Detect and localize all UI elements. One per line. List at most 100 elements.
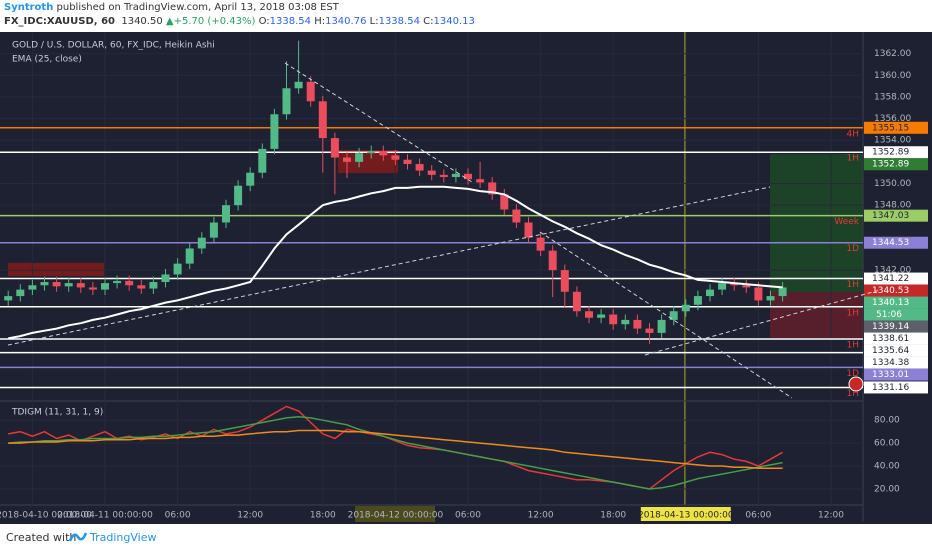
level-tag: 1D (846, 369, 859, 379)
x-tick-label: 12:00 (818, 511, 844, 521)
x-tick-label: 12:00 (237, 511, 263, 521)
price-label-box (864, 332, 928, 345)
x-tick-label: 2018-04-13 00:00:00 (638, 511, 734, 521)
candle-body (403, 159, 412, 165)
candle-body (355, 153, 364, 162)
price-label-box (864, 296, 928, 309)
price-label: 1355.15 (872, 123, 909, 133)
candle-body (754, 287, 763, 301)
y-tick-label: 1354.00 (874, 136, 911, 146)
y-tick-label: 60.00 (874, 439, 900, 449)
x-tick-label: 2018-04-12 00:00:00 (348, 511, 444, 521)
price-label-box (864, 368, 928, 381)
price-label: 1344.53 (872, 238, 909, 248)
candle-body (28, 285, 37, 290)
candle-body (185, 248, 194, 264)
last-price: 1340.50 (121, 16, 163, 27)
candle-body (524, 222, 533, 238)
candle-body (512, 209, 521, 223)
symbol: FX_IDC:XAUUSD, 60 (4, 16, 115, 27)
alert-badge[interactable] (848, 376, 864, 392)
price-label-box (864, 344, 928, 357)
candle-body (318, 101, 327, 139)
y-tick-label: 20.00 (874, 484, 900, 494)
trend-line (644, 289, 881, 356)
indicator-legend: TDIGM (11, 31, 1, 9) (11, 408, 103, 418)
level-tag: 1D (846, 244, 859, 254)
ohlc: O:1338.54 H:1340.76 L:1338.54 C:1340.13 (259, 16, 475, 27)
candle-body (125, 280, 134, 286)
x-tick-label: 06:00 (455, 511, 481, 521)
candle-body (16, 289, 25, 297)
price-label: 1335.64 (872, 346, 909, 356)
main-legend: GOLD / U.S. DOLLAR, 60, FX_IDC, Heikin A… (12, 41, 215, 51)
price-label-box (864, 146, 928, 159)
candle-body (693, 296, 702, 305)
candle-body (609, 314, 618, 325)
candle-body (64, 283, 73, 287)
publish-line: Syntroth published on TradingView.com, A… (4, 2, 339, 13)
candle-body (742, 285, 751, 288)
chart: 1362.00 1360.00 1358.00 1356.00 1354.00 1350.… (0, 32, 932, 524)
candle-body (197, 237, 206, 249)
published: published on TradingView.com, April 13, … (53, 2, 339, 13)
price-label-box (864, 356, 928, 369)
y-tick-label: 1360.00 (874, 71, 911, 81)
y-tick-label: 1356.00 (874, 114, 911, 124)
plot: 1362.00 1360.00 1358.00 1356.00 1354.00 1350.… (0, 32, 928, 521)
level-tag: 1H (847, 154, 860, 164)
ohlc-key: H: (314, 16, 326, 27)
candle-body (548, 250, 557, 271)
footer: Created with TradingView (0, 526, 932, 550)
candle-body (246, 172, 255, 186)
ohlc-value: 1338.54 (269, 16, 311, 27)
candle-body (40, 282, 49, 286)
candle-body (52, 282, 61, 287)
ema-legend: EMA (25, close) (12, 55, 82, 65)
ema-line (8, 185, 783, 340)
candle-body (766, 296, 775, 301)
candle-body (137, 285, 146, 289)
candle-body (113, 280, 122, 284)
candle-body (706, 289, 714, 297)
price-label: 1341.22 (872, 274, 909, 284)
author[interactable]: Syntroth (4, 2, 54, 13)
level-tag: 1H (847, 308, 860, 318)
candle-body (633, 319, 642, 329)
price-label: 1334.38 (872, 358, 909, 368)
trend-line (7, 186, 771, 346)
y-tick-label: 1358.00 (874, 92, 911, 102)
ohlc-key: O: (258, 16, 270, 27)
level-tag: 1H (847, 340, 860, 350)
candle-body (306, 81, 315, 102)
ohlc-key: L: (369, 16, 379, 27)
candle-body (536, 237, 545, 251)
candle-body (645, 328, 654, 333)
candle-body (585, 311, 593, 318)
candle-body (161, 274, 170, 283)
price-label-box (864, 236, 928, 249)
indicator-line (8, 429, 783, 470)
price-label-box (864, 381, 928, 394)
y-tick-label: 1342.00 (874, 266, 911, 276)
price-label: 1340.13 (872, 298, 909, 308)
candle-body (149, 282, 158, 289)
x-tick-label: 18:00 (310, 511, 336, 521)
level-tag: 4H (847, 129, 860, 139)
candle-body (343, 157, 351, 162)
candle-body (391, 155, 400, 160)
y-tick-label: 80.00 (874, 416, 900, 426)
brand[interactable]: TradingView (90, 531, 157, 544)
level-tag: 1H (847, 280, 860, 290)
x-tick-label: 2018-04-10 00:00:00 (0, 511, 92, 521)
change: +5.70 (+0.43%) (173, 16, 256, 27)
ohlc-key: C: (423, 16, 434, 27)
header: Syntroth published on TradingView.com, A… (0, 0, 932, 32)
candle-body (451, 173, 460, 178)
candle-body (76, 283, 85, 288)
candle-body (476, 179, 485, 183)
price-label-box (864, 320, 928, 333)
trend-line (539, 231, 793, 399)
price-label: 1352.89 (872, 160, 909, 170)
